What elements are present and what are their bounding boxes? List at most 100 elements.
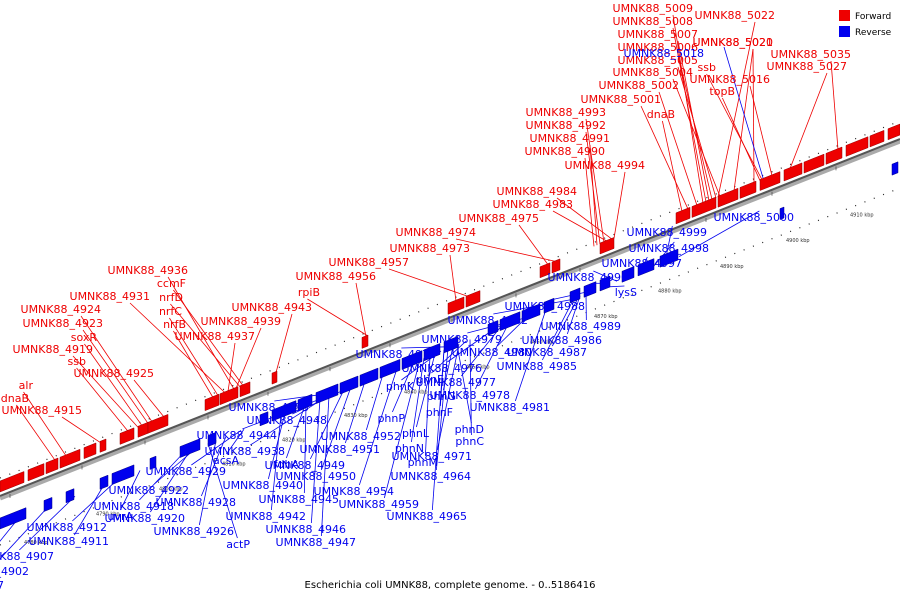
reverse-gene-label: UMNK88_4999 — [627, 226, 707, 239]
forward-leader-line — [733, 48, 754, 191]
reverse-gene-label: UMNK88_4897 — [0, 579, 4, 592]
reverse-gene-label: UMNK88_4928 — [156, 496, 236, 509]
reverse-leader-line — [120, 470, 141, 511]
forward-leader-line — [717, 21, 756, 198]
reverse-leader-line — [551, 296, 580, 347]
reverse-gene-label: UMNK88_4926 — [154, 525, 234, 538]
forward-gene-label: UMNK88_4992 — [526, 119, 606, 132]
forward-gene-label: ccmF — [157, 277, 186, 290]
reverse-gene-label: UMNK88_4972 — [356, 348, 436, 361]
reverse-leader-line — [469, 339, 472, 436]
reverse-gene-label: UMNK88_4985 — [497, 360, 577, 373]
reverse-leader-line — [150, 450, 191, 513]
forward-leader-line — [275, 313, 293, 373]
forward-gene-label: UMNK88_5021 — [693, 36, 773, 49]
reverse-leader-line — [425, 355, 431, 457]
forward-gene-block — [447, 296, 465, 315]
reverse-gene-label: UMNK88_4988 — [505, 300, 585, 313]
reverse-gene-block — [443, 335, 459, 354]
forward-leader-line — [16, 404, 56, 461]
reverse-gene-block — [637, 258, 655, 277]
forward-leader-line — [80, 315, 153, 422]
reverse-gene-label: UMNK88_4996 — [548, 271, 628, 284]
reverse-gene-block — [271, 400, 297, 422]
reverse-gene-label: UMNK88_5018 — [624, 47, 704, 60]
forward-gene-label: UMNK88_4990 — [525, 145, 605, 158]
forward-gene-block — [0, 471, 25, 493]
legend-forward-swatch — [839, 10, 850, 21]
forward-leader-line — [722, 97, 761, 181]
reverse-gene-block — [621, 266, 635, 283]
reverse-gene-label: UMNK88_4952 — [321, 430, 401, 443]
forward-leader-line — [133, 379, 165, 418]
reverse-gene-label: UMNK88_4965 — [387, 510, 467, 523]
forward-gene-block — [803, 153, 825, 174]
reverse-gene-label: UMNK88_4947 — [276, 536, 356, 549]
forward-leader-line — [170, 303, 241, 388]
axis-tick-label: 4830 kbp — [344, 413, 368, 419]
reverse-gene-label: UMNK88_4946 — [266, 523, 346, 536]
reverse-gene-label: UMNK88_4953 — [229, 401, 309, 414]
forward-gene-label: dnaB — [647, 108, 675, 121]
forward-gene-block — [147, 413, 169, 434]
reverse-gene-label: phnM — [408, 456, 438, 469]
forward-gene-block — [845, 136, 869, 157]
reverse-leader-line — [19, 495, 76, 551]
forward-gene-label: UMNK88_5008 — [613, 15, 693, 28]
reverse-gene-label: UMNK88_4944 — [197, 429, 277, 442]
forward-gene-label: UMNK88_4974 — [396, 226, 476, 239]
forward-gene-label: UMNK88_4939 — [201, 315, 281, 328]
forward-gene-label: ssb — [68, 355, 86, 368]
reverse-leader-line — [431, 349, 445, 511]
reverse-gene-label: phnF — [426, 406, 453, 419]
reverse-leader-line — [0, 518, 19, 542]
forward-gene-label: UMNK88_4973 — [390, 242, 470, 255]
forward-leader-line — [658, 91, 698, 206]
forward-leader-line — [307, 298, 369, 337]
forward-leader-line — [830, 60, 839, 150]
forward-gene-label: UMNK88_4994 — [565, 159, 645, 172]
reverse-gene-label: UMNK88_4912 — [27, 521, 107, 534]
forward-leader-line — [23, 391, 67, 457]
axis-tick-label: 4870 kbp — [594, 314, 618, 320]
genome-axis-shadow — [0, 138, 900, 501]
reverse-gene-label: UMNK88_4942 — [226, 510, 306, 523]
forward-leader-line — [61, 416, 101, 443]
forward-gene-label: UMNK88_4924 — [21, 303, 101, 316]
reverse-gene-block — [779, 206, 785, 220]
axis-tick-label: 4900 kbp — [786, 238, 810, 244]
reverse-leader-line — [310, 399, 321, 524]
axis-tick-label: 4810 kbp — [222, 461, 246, 467]
reverse-gene-label: UMNK88_4980 — [452, 346, 532, 359]
reverse-leader-line — [303, 404, 307, 494]
forward-leader-line — [706, 73, 763, 180]
reverse-leader-line — [435, 348, 449, 471]
reverse-gene-block — [99, 474, 109, 490]
forward-gene-label: UMNK88_5004 — [613, 66, 693, 79]
forward-leader-line — [355, 282, 367, 337]
reverse-gene-block — [891, 161, 899, 176]
reverse-gene-block — [379, 358, 401, 379]
reverse-gene-label: UMNK88_4945 — [259, 493, 339, 506]
reverse-gene-label: UMNK88_4997 — [602, 257, 682, 270]
reverse-leader-line — [320, 386, 352, 471]
forward-gene-label: nrfC — [159, 305, 182, 318]
reverse-leader-line — [401, 346, 453, 349]
reverse-gene-block — [297, 393, 313, 412]
reverse-gene-label: UMNK88_4982 — [448, 314, 528, 327]
reverse-gene-block — [401, 350, 423, 370]
reverse-leader-line — [593, 270, 618, 282]
reverse-gene-block — [359, 367, 379, 387]
forward-leader-line — [518, 224, 549, 265]
gene-labels: UMNK88_5009UMNK88_5008UMNK88_5007UMNK88_… — [0, 2, 851, 592]
reverse-gene-label: phnD — [455, 423, 484, 436]
forward-gene-label: UMNK88_4956 — [296, 270, 376, 283]
genome-axis — [0, 138, 900, 497]
reverse-gene-label: UMNK88_4951 — [300, 443, 380, 456]
reverse-gene-label: UMNK88_5000 — [714, 211, 794, 224]
forward-gene-label: UMNK88_5022 — [695, 9, 775, 22]
reverse-gene-label: UMNK88_4950 — [276, 470, 356, 483]
forward-gene-block — [717, 187, 739, 208]
forward-gene-block — [271, 370, 278, 385]
map-caption: Escherichia coli UMNK88, complete genome… — [305, 580, 596, 591]
